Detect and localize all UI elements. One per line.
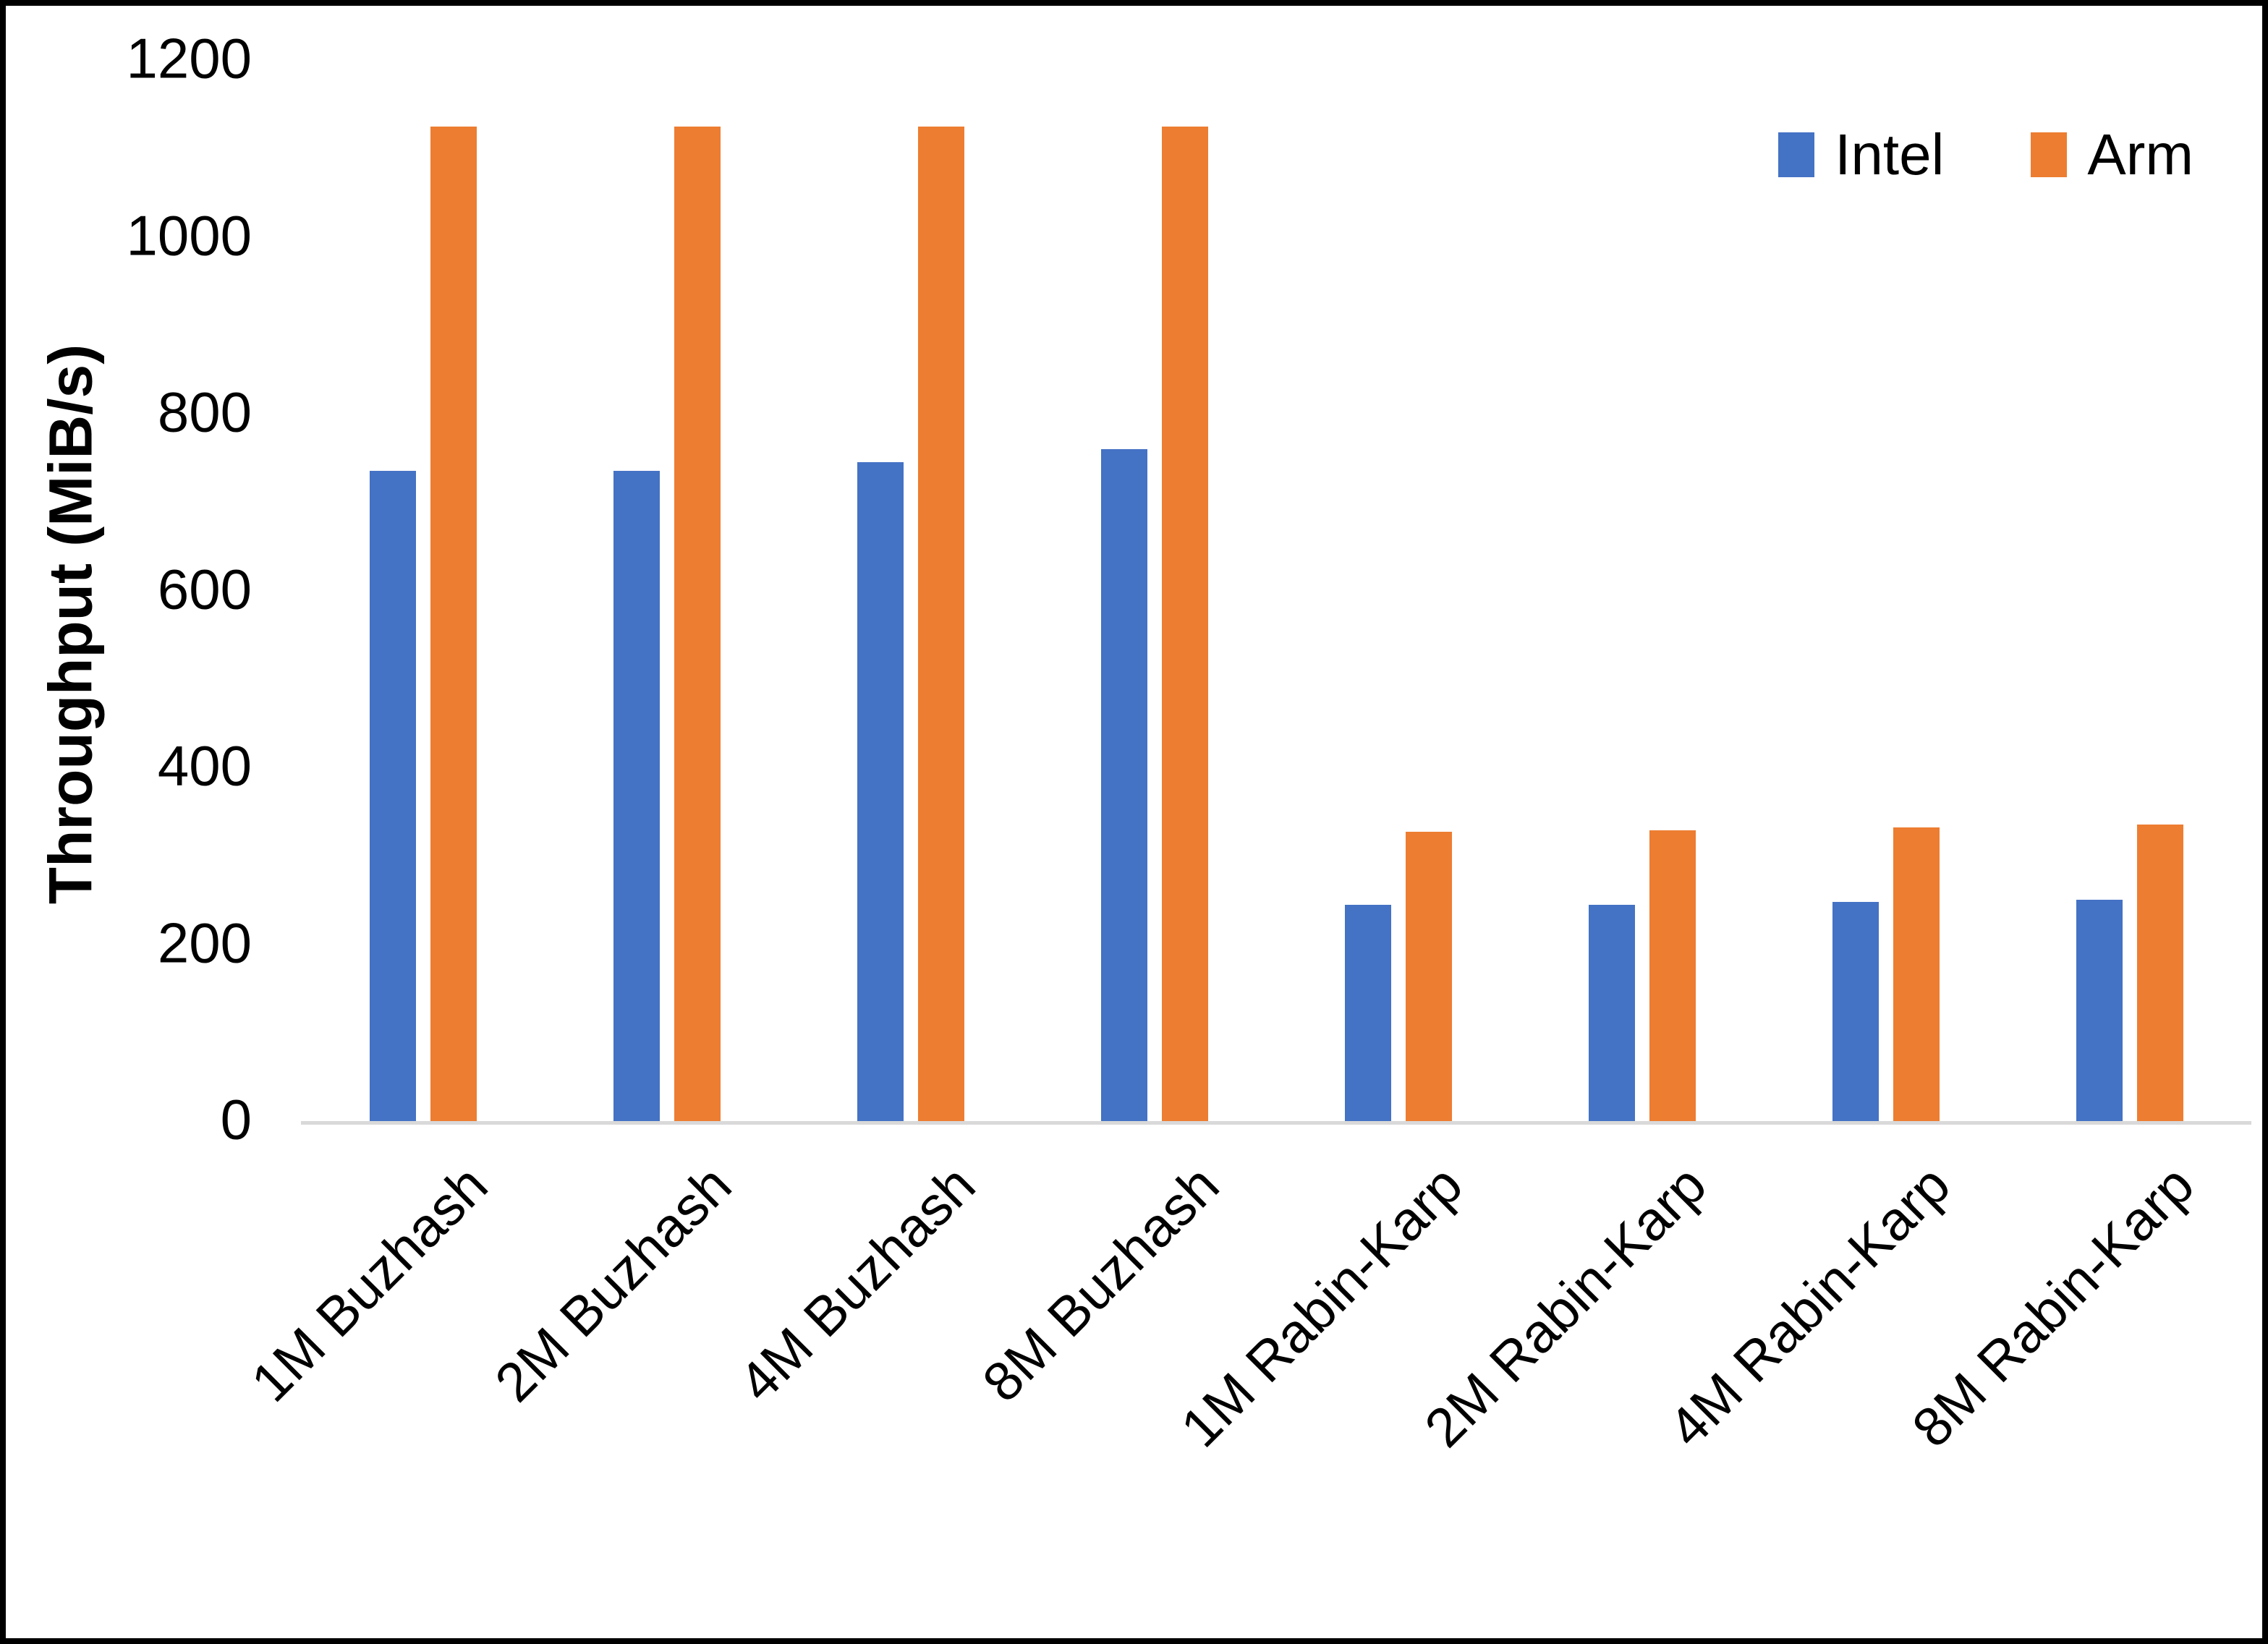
x-axis-label-1m-buzhash: 1M Buzhash: [239, 1154, 500, 1414]
legend-swatch-intel: [1778, 132, 1815, 177]
bar-intel-2m-buzhash: [613, 471, 660, 1121]
bar-group-1m-buzhash: [301, 60, 545, 1121]
bar-group-4m-buzhash: [789, 60, 1032, 1121]
bar-arm-8m-rabin-karp: [2136, 825, 2183, 1121]
bar-group-8m-rabin-karp: [2008, 60, 2251, 1121]
legend-label-intel: Intel: [1835, 122, 1945, 187]
bar-intel-8m-rabin-karp: [2076, 900, 2123, 1121]
bar-intel-8m-buzhash: [1100, 448, 1147, 1121]
legend-label-arm: Arm: [2087, 122, 2193, 187]
bar-group-4m-rabin-karp: [1764, 60, 2008, 1121]
bar-group-2m-rabin-karp: [1520, 60, 1764, 1121]
legend-item-intel: Intel: [1778, 122, 1944, 188]
x-axis-label-4m-buzhash: 4M Buzhash: [727, 1154, 988, 1414]
bar-arm-2m-rabin-karp: [1649, 830, 1696, 1121]
x-axis-label-8m-buzhash: 8M Buzhash: [971, 1154, 1231, 1414]
bar-arm-8m-buzhash: [1161, 126, 1208, 1121]
bar-arm-4m-buzhash: [917, 126, 964, 1121]
bar-arm-1m-rabin-karp: [1405, 832, 1452, 1121]
y-tick-label-600: 600: [157, 557, 252, 621]
bar-intel-1m-rabin-karp: [1344, 904, 1391, 1121]
plot-area: [301, 60, 2251, 1125]
legend: Intel Arm: [1778, 122, 2193, 188]
y-tick-label-400: 400: [157, 733, 252, 798]
bar-group-2m-buzhash: [545, 60, 789, 1121]
legend-swatch-arm: [2031, 132, 2068, 177]
bar-intel-2m-rabin-karp: [1588, 904, 1635, 1121]
bar-arm-1m-buzhash: [430, 126, 477, 1121]
bar-intel-4m-rabin-karp: [1832, 901, 1879, 1121]
y-tick-label-1000: 1000: [126, 203, 252, 268]
x-axis-label-2m-buzhash: 2M Buzhash: [483, 1154, 744, 1414]
y-tick-label-1200: 1200: [126, 26, 252, 90]
y-tick-label-200: 200: [157, 911, 252, 975]
bar-intel-1m-buzhash: [369, 471, 416, 1121]
legend-item-arm: Arm: [2031, 122, 2193, 188]
bar-arm-4m-rabin-karp: [1893, 827, 1940, 1121]
bar-group-8m-buzhash: [1032, 60, 1276, 1121]
bar-arm-2m-buzhash: [674, 126, 721, 1121]
bar-intel-4m-buzhash: [857, 462, 904, 1121]
bar-group-1m-rabin-karp: [1276, 60, 1520, 1121]
y-tick-label-0: 0: [220, 1087, 252, 1151]
y-tick-label-800: 800: [157, 380, 252, 444]
